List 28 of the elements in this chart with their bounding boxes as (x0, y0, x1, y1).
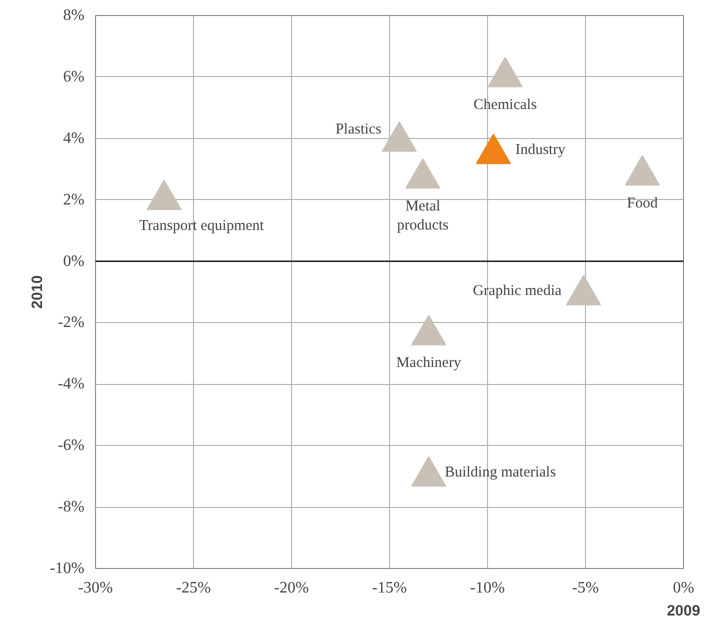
x-tick-label: -15% (372, 580, 407, 596)
annotation: Plastics (335, 121, 382, 138)
y-tick-label: 8% (63, 7, 84, 24)
annotation: Machinery (396, 355, 462, 372)
y-tick-label: -10% (50, 560, 84, 577)
x-tick-label: 0% (672, 580, 694, 596)
y-tick-label: -4% (58, 376, 84, 393)
y-tick-label: -8% (58, 498, 84, 516)
annotation: Food (626, 195, 658, 212)
x-axis-title: 2009 (666, 602, 700, 620)
x-tick-label: -25% (176, 580, 211, 596)
annotation: Transport equipment (139, 218, 265, 234)
y-tick-label: -6% (58, 437, 84, 454)
annotation: Chemicals (473, 96, 537, 113)
annotation: Metal products (396, 198, 449, 234)
y-tick-label: 0% (63, 252, 84, 270)
annotation: Industry (515, 142, 566, 158)
x-tick-label: -20% (274, 580, 309, 596)
x-tick-label: -10% (470, 580, 505, 596)
y-tick-label: -2% (58, 314, 84, 332)
y-tick-label: 4% (63, 130, 84, 147)
x-tick-label: -30% (78, 580, 113, 596)
y-tick-label: 2% (63, 191, 84, 208)
y-tick-label: 6% (63, 68, 84, 86)
y-axis-title: 2010 (28, 275, 46, 309)
x-tick-label: -5% (572, 580, 599, 596)
annotation: Building materials (444, 464, 556, 480)
annotation: Graphic media (472, 283, 562, 300)
